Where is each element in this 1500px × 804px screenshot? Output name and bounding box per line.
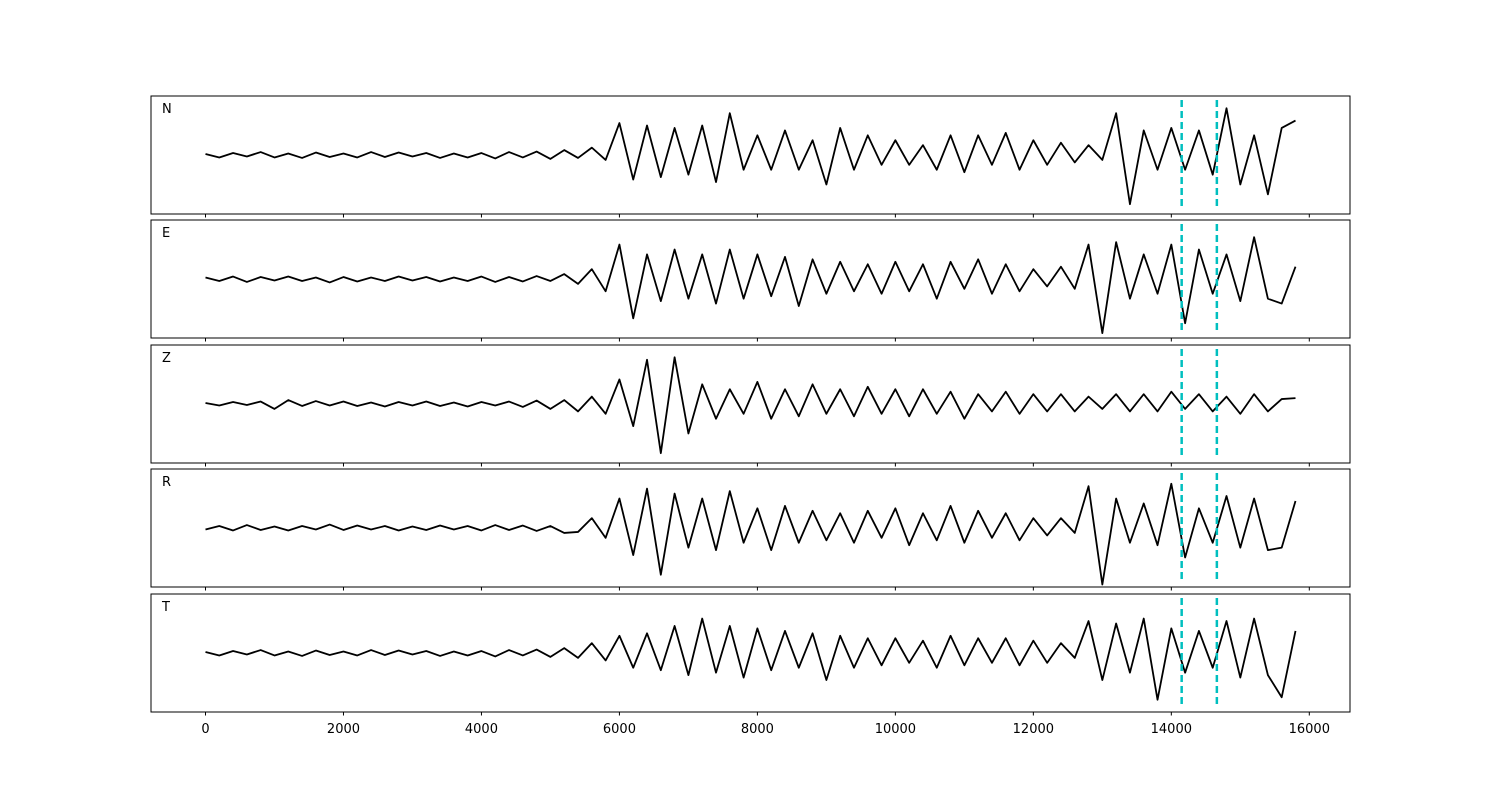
x-tick-label: 12000 bbox=[1013, 722, 1054, 737]
x-tick-label: 8000 bbox=[741, 722, 774, 737]
panel-label: R bbox=[162, 475, 171, 490]
panel-label: E bbox=[162, 226, 170, 241]
panel-frame bbox=[150, 95, 1351, 215]
panel-frame bbox=[150, 219, 1351, 339]
waveform bbox=[205, 107, 1296, 206]
x-tick-label: 16000 bbox=[1289, 722, 1330, 737]
waveform bbox=[205, 356, 1296, 455]
x-tick-label: 14000 bbox=[1151, 722, 1192, 737]
x-tick-label: 6000 bbox=[603, 722, 636, 737]
waveform bbox=[205, 482, 1297, 586]
x-tick-label: 10000 bbox=[875, 722, 916, 737]
waveform bbox=[205, 617, 1297, 701]
panel-frame bbox=[150, 593, 1351, 713]
waveform bbox=[205, 236, 1297, 334]
x-tick-label: 0 bbox=[201, 722, 209, 737]
panel-label: N bbox=[162, 102, 172, 117]
panel-label: T bbox=[161, 600, 170, 615]
x-tick-label: 4000 bbox=[465, 722, 498, 737]
x-tick-label: 2000 bbox=[327, 722, 360, 737]
panel-label: Z bbox=[162, 351, 171, 366]
panel-frame bbox=[150, 344, 1351, 464]
panel-frame bbox=[150, 468, 1351, 588]
